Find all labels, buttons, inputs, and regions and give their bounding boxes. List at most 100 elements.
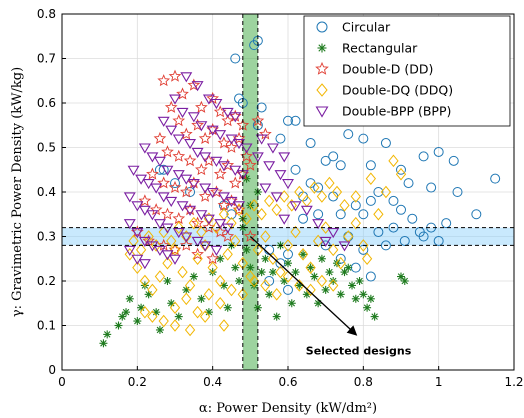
data-point xyxy=(448,155,459,166)
data-point xyxy=(365,271,376,282)
data-point xyxy=(314,299,323,308)
data-point xyxy=(235,277,244,285)
data-point xyxy=(309,181,320,194)
data-point xyxy=(158,164,169,175)
y-tick-label: 0.4 xyxy=(37,185,56,199)
data-point xyxy=(202,214,215,225)
data-point xyxy=(272,312,281,321)
data-point xyxy=(310,272,319,281)
data-point xyxy=(173,221,184,234)
data-point xyxy=(328,279,339,292)
data-point xyxy=(253,303,262,312)
data-point xyxy=(297,248,309,261)
data-point xyxy=(403,178,414,189)
data-point xyxy=(365,195,376,206)
data-point xyxy=(359,290,368,299)
data-point xyxy=(162,256,173,270)
data-point xyxy=(213,225,227,238)
data-point xyxy=(165,196,178,207)
data-point xyxy=(195,121,208,132)
data-point xyxy=(321,285,330,294)
data-point xyxy=(177,265,188,279)
data-point xyxy=(138,259,151,270)
data-point xyxy=(335,160,346,171)
data-point xyxy=(339,199,350,212)
data-point xyxy=(335,256,346,270)
data-point xyxy=(172,134,185,145)
data-point xyxy=(191,247,204,260)
data-point xyxy=(221,229,235,242)
data-point xyxy=(195,163,208,176)
data-point xyxy=(131,228,144,239)
data-point xyxy=(124,248,135,261)
data-point xyxy=(217,136,231,149)
data-point xyxy=(325,268,334,277)
data-point xyxy=(317,254,326,263)
data-point xyxy=(146,167,159,180)
data-point xyxy=(240,143,253,154)
data-point xyxy=(233,201,245,212)
data-point xyxy=(338,241,351,252)
data-point xyxy=(271,288,282,301)
data-point xyxy=(99,339,108,348)
data-point xyxy=(316,274,328,288)
data-point xyxy=(298,213,309,224)
data-point xyxy=(103,330,112,339)
data-point xyxy=(237,288,248,301)
data-point xyxy=(192,252,203,266)
data-point xyxy=(366,294,375,303)
data-point xyxy=(316,190,328,203)
data-point xyxy=(127,165,140,176)
data-point xyxy=(350,190,361,203)
data-point xyxy=(153,156,166,167)
data-point xyxy=(418,231,429,242)
data-point xyxy=(233,203,245,217)
data-point xyxy=(441,218,452,229)
data-point xyxy=(122,308,131,317)
highlight-bands xyxy=(62,14,514,370)
data-point xyxy=(397,272,405,281)
data-point xyxy=(256,102,267,113)
data-point xyxy=(169,94,181,105)
data-point xyxy=(150,183,163,194)
data-point xyxy=(433,235,444,246)
data-point xyxy=(170,178,180,189)
data-point xyxy=(153,131,167,145)
data-point xyxy=(294,185,305,199)
data-point xyxy=(358,133,369,144)
legend-marker xyxy=(316,83,328,97)
data-point xyxy=(270,192,283,203)
data-point xyxy=(191,81,204,92)
data-point xyxy=(139,274,151,288)
data-point xyxy=(300,205,313,216)
data-points xyxy=(99,35,501,348)
data-point xyxy=(147,283,158,297)
data-point xyxy=(191,216,204,229)
annotation-arrow xyxy=(249,236,358,336)
data-point xyxy=(452,187,463,197)
data-point xyxy=(179,238,193,251)
data-point xyxy=(169,254,181,265)
y-tick-label: 0.1 xyxy=(37,319,56,333)
data-point xyxy=(198,189,212,202)
data-point xyxy=(299,250,308,259)
x-tick-label: 0.6 xyxy=(278,375,297,389)
data-point xyxy=(184,323,196,337)
data-point xyxy=(433,146,444,157)
data-point xyxy=(163,277,172,285)
data-point xyxy=(158,314,169,328)
data-point xyxy=(176,107,189,118)
data-point xyxy=(246,263,255,272)
data-point xyxy=(248,199,260,212)
horizontal-band xyxy=(62,227,514,246)
data-point xyxy=(161,165,174,176)
data-point xyxy=(260,230,271,243)
x-tick-label: 1.2 xyxy=(504,375,523,389)
data-point xyxy=(147,310,158,323)
data-point xyxy=(400,277,409,285)
data-point xyxy=(229,112,242,123)
data-point xyxy=(165,125,178,136)
data-point xyxy=(222,248,233,261)
y-tick-label: 0 xyxy=(48,363,56,377)
legend-label: Double-DQ (DDQ) xyxy=(342,83,453,98)
